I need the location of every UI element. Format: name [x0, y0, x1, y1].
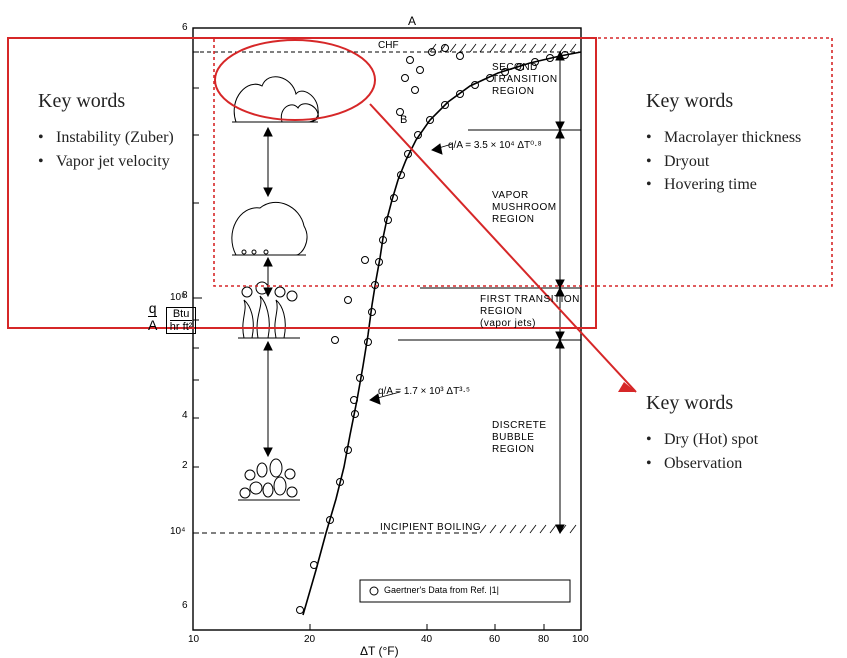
region-second-transition: SECOND TRANSITION REGION — [492, 62, 558, 98]
kw-left-2: Vapor jet velocity — [38, 151, 174, 173]
kw-right-1: Macrolayer thickness — [646, 127, 801, 149]
legend-text: Gaertner's Data from Ref. |1| — [384, 585, 499, 595]
kw-right-3: Hovering time — [646, 174, 801, 196]
y-tick-1e4: 10⁴ — [170, 526, 185, 537]
x-tick-100: 100 — [572, 634, 589, 645]
chf-label: CHF — [378, 40, 399, 51]
region-first-transition: FIRST TRANSITION REGION (vapor jets) — [480, 294, 580, 330]
x-tick-20: 20 — [304, 634, 315, 645]
keywords-right-title: Key words — [646, 90, 801, 113]
figure-root: A B CHF SECOND TRANSITION REGION VAPOR M… — [0, 0, 847, 654]
marker-B: B — [400, 114, 407, 126]
keywords-left: Key words Instability (Zuber) Vapor jet … — [38, 90, 174, 174]
y-tick-4: 4 — [182, 410, 188, 421]
kw-right-2: Dryout — [646, 151, 801, 173]
y-axis-label: q A Btu hr ft² — [148, 300, 196, 335]
y-unit-top: Btu — [173, 308, 190, 320]
equation-upper: q/A = 3.5 × 10⁴ ΔT⁰·⁸ — [448, 140, 542, 151]
x-axis-label: ΔT (°F) — [360, 644, 399, 658]
x-tick-40: 40 — [421, 634, 432, 645]
x-tick-60: 60 — [489, 634, 500, 645]
y-frac-top: q — [149, 300, 157, 316]
keywords-right: Key words Macrolayer thickness Dryout Ho… — [646, 90, 801, 198]
kw-bottom-1: Dry (Hot) spot — [646, 429, 758, 451]
equation-lower: q/A = 1.7 × 10³ ΔT³·⁵ — [378, 386, 470, 397]
keywords-bottom: Key words Dry (Hot) spot Observation — [646, 392, 758, 476]
y-unit-bot: hr ft² — [170, 321, 193, 333]
x-tick-80: 80 — [538, 634, 549, 645]
y-tick-6: 6 — [182, 22, 188, 33]
region-discrete-bubble: DISCRETE BUBBLE REGION — [492, 420, 547, 456]
keywords-bottom-title: Key words — [646, 392, 758, 415]
region-vapor-mushroom: VAPOR MUSHROOM REGION — [492, 190, 557, 226]
x-tick-10: 10 — [188, 634, 199, 645]
y-frac-bot: A — [148, 317, 157, 333]
kw-bottom-2: Observation — [646, 453, 758, 475]
marker-A: A — [408, 14, 416, 28]
y-tick-2: 2 — [182, 460, 188, 471]
y-tick-6b: 6 — [182, 600, 188, 611]
region-incipient: INCIPIENT BOILING — [380, 522, 481, 533]
keywords-left-title: Key words — [38, 90, 174, 113]
kw-left-1: Instability (Zuber) — [38, 127, 174, 149]
y-tick-8a: 8 — [182, 290, 188, 301]
